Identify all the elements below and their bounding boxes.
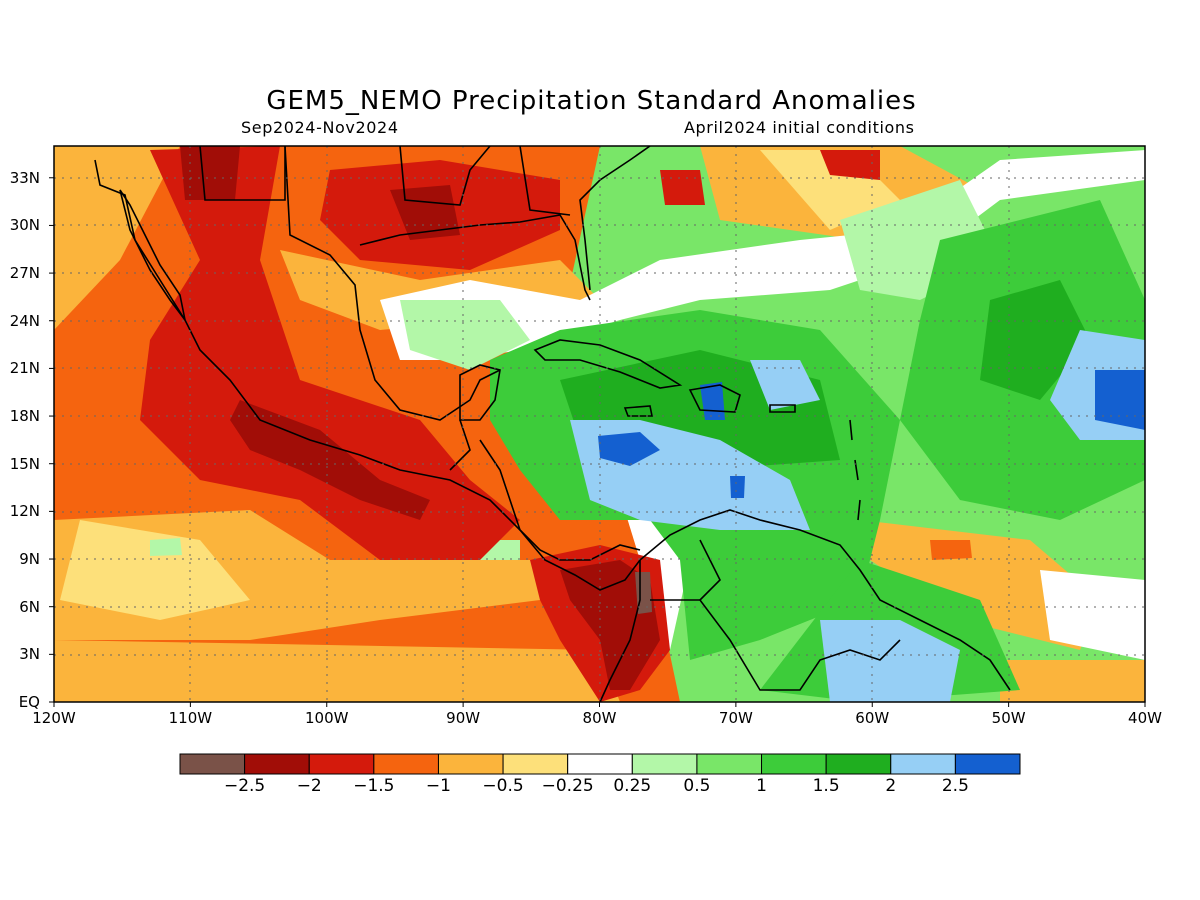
- latitude-label: 33N: [9, 168, 40, 187]
- tick-marks: [49, 177, 1146, 707]
- colorbar-swatch: [373, 753, 439, 775]
- colorbar-swatch: [502, 753, 569, 775]
- colorbar-swatch: [696, 753, 763, 775]
- latitude-label: 12N: [9, 502, 40, 521]
- latitude-label: 30N: [9, 216, 40, 235]
- colorbar-label: −2: [296, 776, 322, 796]
- graticule: [54, 146, 1145, 702]
- latitude-label: 6N: [19, 597, 40, 616]
- colorbar-label: −1: [425, 776, 451, 796]
- colorbar-swatch: [244, 753, 310, 775]
- colorbar-label: −0.25: [541, 776, 594, 796]
- longitude-label: 120W: [32, 709, 76, 727]
- colorbar-swatch: [308, 753, 375, 775]
- colorbar-label: 2: [885, 776, 897, 796]
- colorbar-swatch: [890, 753, 956, 775]
- anomaly-field: [54, 146, 1145, 702]
- colorbar-swatch: [567, 753, 633, 775]
- colorbar-label: 1: [756, 776, 767, 796]
- map-title: GEM5_NEMO Precipitation Standard Anomali…: [266, 86, 917, 116]
- coastlines: [94, 146, 1011, 702]
- colorbar-label: −1.5: [353, 776, 395, 796]
- latitude-label: 21N: [9, 359, 40, 378]
- latitude-label: 9N: [19, 550, 40, 569]
- colorbar-swatch: [437, 753, 504, 775]
- colorbar-label: 2.5: [941, 776, 969, 796]
- latitude-label: 15N: [9, 454, 40, 473]
- colorbar-label: 1.5: [812, 776, 840, 796]
- colorbar-swatch: [179, 753, 246, 775]
- longitude-label: 50W: [991, 709, 1026, 727]
- colorbar-label: −2.5: [223, 776, 266, 796]
- longitude-label: 90W: [446, 709, 481, 727]
- longitude-label: 100W: [305, 709, 349, 727]
- colorbar-label: 0.25: [613, 776, 652, 796]
- colorbar-label: −0.5: [482, 776, 524, 796]
- colorbar: [179, 753, 1021, 775]
- colorbar-label: 0.5: [683, 776, 711, 796]
- longitude-label: 110W: [168, 709, 213, 727]
- longitude-label: 60W: [855, 709, 890, 727]
- colorbar-swatch: [631, 753, 698, 775]
- latitude-label: EQ: [18, 693, 40, 711]
- forecast-period: Sep2024-Nov2024: [241, 118, 399, 137]
- latitude-label: 24N: [9, 311, 40, 330]
- colorbar-swatch: [825, 753, 892, 775]
- longitude-label: 40W: [1128, 709, 1162, 727]
- latitude-label: 18N: [9, 407, 40, 426]
- colorbar-swatch: [954, 753, 1021, 775]
- colorbar-swatch: [761, 753, 827, 775]
- latitude-label: 3N: [19, 645, 40, 664]
- longitude-label: 80W: [582, 709, 617, 727]
- initial-conditions: April2024 initial conditions: [684, 118, 915, 137]
- latitude-label: 27N: [9, 264, 40, 283]
- longitude-label: 70W: [718, 709, 753, 727]
